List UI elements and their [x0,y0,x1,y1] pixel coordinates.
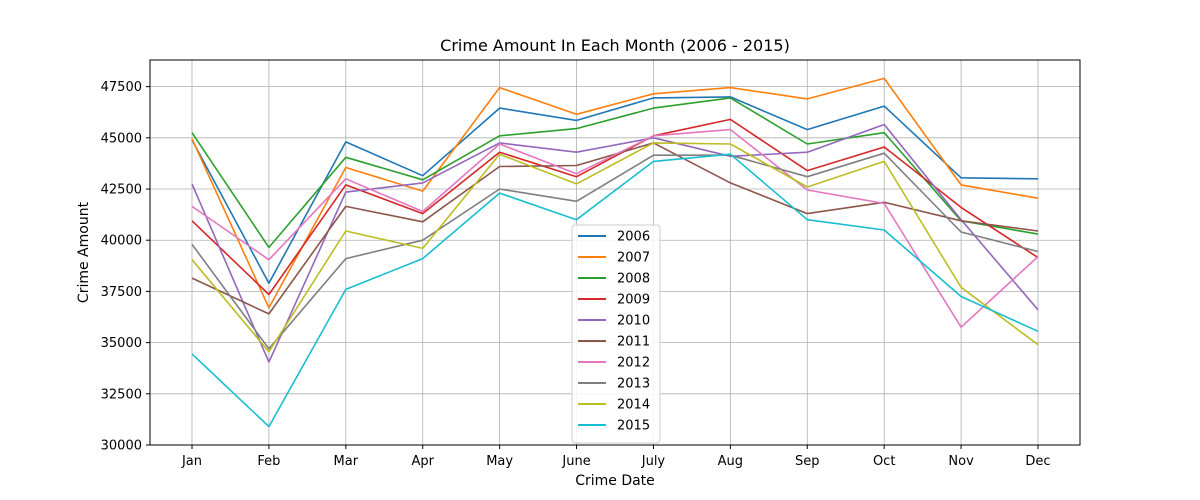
y-tick-label: 47500 [101,80,142,95]
x-tick-label: Dec [1025,454,1050,469]
series-line-2008 [191,97,1039,249]
legend-label-2008: 2008 [617,272,650,287]
legend-box [571,224,661,444]
x-tick-label: July [641,454,666,469]
y-axis-label: Crime Amount [76,201,92,303]
series-line-2009 [191,118,1039,296]
legend-label-2010: 2010 [617,314,650,329]
legend-label-2014: 2014 [617,398,650,413]
y-tick-label: 37500 [101,285,142,300]
y-axis-ticks: 30000 32500 35000 37500 40000 42500 45000 47500 [101,80,150,454]
x-tick-label: Jan [181,454,202,469]
series-line-2015 [191,153,1039,428]
y-tick-label: 40000 [101,234,142,249]
y-tick-label: 42500 [101,183,142,198]
series-line-2007 [191,77,1039,309]
legend-label-2006: 2006 [617,230,650,245]
legend-label-2013: 2013 [617,377,650,392]
series-lines [191,77,1039,428]
x-tick-label: Nov [948,454,974,469]
y-tick-label: 30000 [101,439,142,454]
series-line-2010 [191,123,1039,363]
y-tick-label: 45000 [101,131,142,146]
x-tick-label: Feb [257,454,280,469]
plot-frame [149,59,1081,446]
series-line-2013 [191,152,1039,350]
legend: 2006 2007 2008 2009 2010 2011 2012 2013 2014 2015 [571,224,661,444]
legend-label-2012: 2012 [617,356,650,371]
x-tick-label: Sep [795,454,820,469]
legend-label-2011: 2011 [617,335,650,350]
x-tick-label: Aug [718,454,743,469]
legend-label-2015: 2015 [617,419,650,434]
y-tick-label: 35000 [101,336,142,351]
x-tick-label: June [561,454,590,469]
x-tick-label: Mar [334,454,359,469]
legend-label-2007: 2007 [617,251,650,266]
series-line-2006 [191,96,1039,285]
y-tick-label: 32500 [101,387,142,402]
x-tick-label: Oct [873,454,895,469]
series-line-2014 [191,142,1039,353]
x-tick-label: Apr [411,454,434,469]
series-line-2012 [191,128,1039,329]
x-axis-label: Crime Date [575,473,655,489]
chart-title: Crime Amount In Each Month (2006 - 2015) [440,36,790,55]
x-axis-ticks: Jan Feb Mar Apr May June July Aug Sep Oct Nov Dec [181,445,1051,469]
x-tick-label: May [486,454,513,469]
legend-label-2009: 2009 [617,293,650,308]
